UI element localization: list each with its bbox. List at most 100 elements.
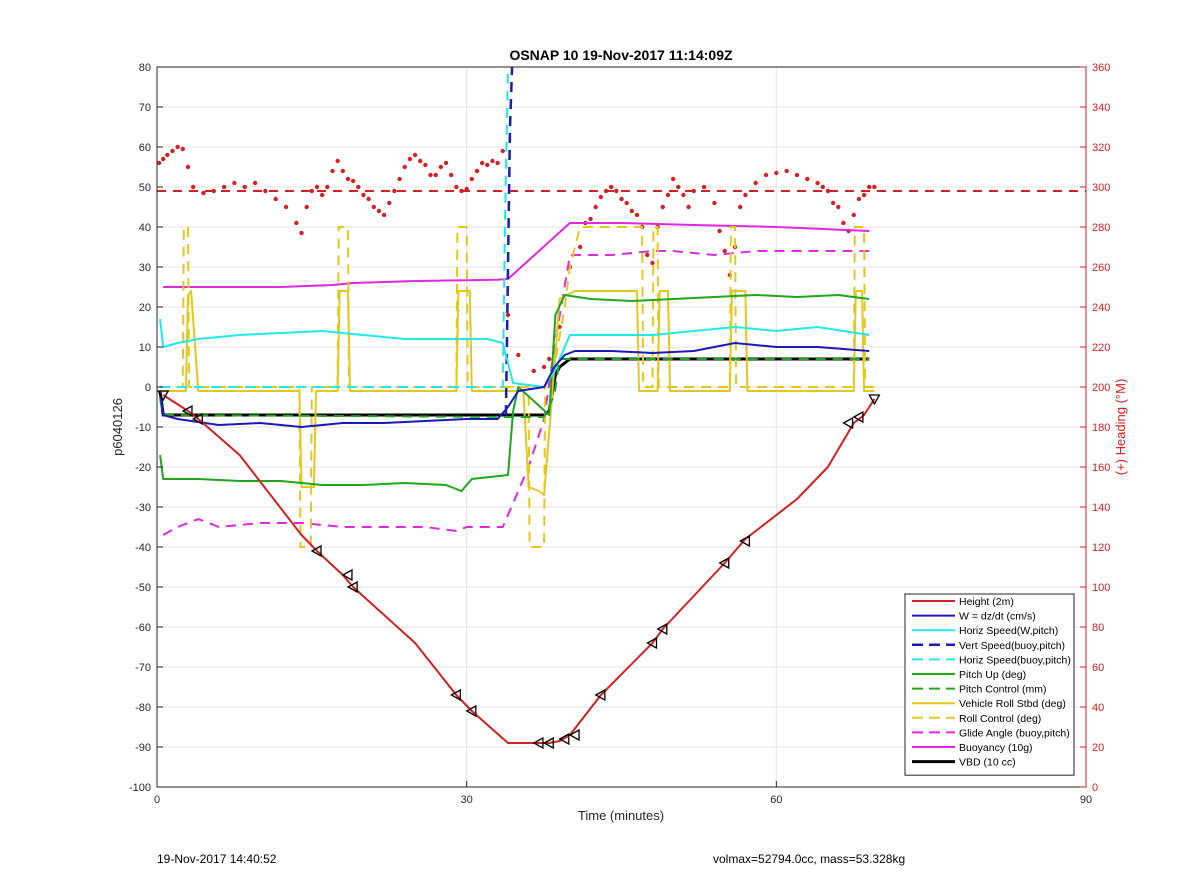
- heading-point: [614, 188, 619, 194]
- y-tick-label: -100: [129, 782, 151, 794]
- heading-point: [428, 172, 433, 178]
- heading-point: [603, 188, 609, 194]
- y-tick-label: 40: [139, 222, 151, 234]
- legend: Height (2m) W = dz/dt (cm/s) Horiz Speed(W…: [904, 593, 1075, 776]
- heading-point: [190, 184, 196, 190]
- heading-point: [294, 220, 299, 226]
- chart-title: OSNAP 10 19-Nov-2017 11:14:09Z: [509, 47, 733, 63]
- heading-point: [185, 164, 191, 170]
- heading-point: [283, 204, 289, 210]
- y2-tick-label: 100: [1092, 582, 1110, 594]
- y2-tick-label: 60: [1092, 662, 1104, 674]
- y2-tick-label: 340: [1092, 102, 1110, 114]
- heading-point: [397, 176, 402, 182]
- y-tick-label: -60: [135, 622, 151, 634]
- series-line: [160, 290, 875, 496]
- heading-point: [433, 172, 438, 178]
- legend-label: Vert Speed(buoy,pitch): [959, 640, 1065, 652]
- heading-point: [443, 160, 449, 166]
- heading-point: [686, 204, 691, 210]
- triangle-marker: [718, 556, 730, 570]
- heading-point: [588, 216, 593, 222]
- triangle-marker: [656, 622, 668, 636]
- y2-tick-label: 260: [1092, 262, 1110, 274]
- heading-point: [547, 356, 552, 362]
- heading-point: [314, 184, 320, 190]
- y2-tick-label: 240: [1092, 302, 1110, 314]
- heading-point: [438, 164, 444, 170]
- heading-point: [861, 192, 867, 198]
- heading-point: [784, 168, 789, 174]
- triangle-marker: [868, 394, 881, 406]
- y-tick-label: 70: [139, 102, 151, 114]
- triangle-marker: [852, 410, 864, 424]
- heading-point: [593, 204, 598, 210]
- heading-point: [479, 160, 485, 166]
- heading-point: [376, 208, 382, 214]
- legend-label: Height (2m): [959, 596, 1014, 608]
- heading-point: [412, 152, 418, 158]
- heading-point: [156, 160, 162, 166]
- heading-point: [872, 184, 877, 190]
- heading-point: [299, 230, 304, 236]
- series-line: [159, 294, 870, 492]
- y-axis-label: p6040126: [110, 398, 125, 456]
- y2-tick-label: 140: [1092, 502, 1110, 514]
- series-line: [162, 394, 876, 744]
- y-tick-label: 50: [139, 182, 151, 194]
- y2-tick-label: 280: [1092, 222, 1110, 234]
- x-axis-label: Time (minutes): [578, 808, 664, 823]
- triangle-marker: [346, 580, 358, 594]
- legend-label: Horiz Speed(W,pitch): [959, 625, 1058, 637]
- heading-point: [650, 260, 655, 266]
- y-tick-label: -90: [135, 742, 151, 754]
- heading-point: [743, 192, 748, 198]
- grid-lines: [156, 66, 1087, 788]
- triangle-marker: [558, 732, 570, 746]
- heading-point: [407, 156, 413, 162]
- heading-point: [676, 184, 681, 190]
- y-tick-label: -10: [135, 422, 151, 434]
- heading-point: [500, 148, 505, 154]
- y-tick-label: 0: [145, 382, 151, 394]
- heading-point: [794, 172, 800, 178]
- heading-point: [459, 188, 464, 194]
- y-tick-label: -50: [135, 582, 151, 594]
- series-line: [504, 66, 514, 416]
- heading-point: [598, 194, 604, 200]
- y2-axis-label: (+) Heading (°M): [1113, 379, 1128, 476]
- legend-label: Horiz Speed(buoy,pitch): [959, 654, 1071, 666]
- heading-point: [454, 184, 459, 190]
- heading-point: [717, 228, 722, 234]
- y-tick-label: -70: [135, 662, 151, 674]
- heading-point: [681, 192, 686, 198]
- heading-point: [830, 200, 836, 206]
- triangle-marker: [310, 544, 322, 558]
- heading-point: [645, 252, 650, 258]
- heading-point: [304, 204, 309, 210]
- y-tick-label: 80: [139, 62, 151, 74]
- heading-point: [825, 188, 831, 194]
- triangle-marker: [341, 568, 353, 582]
- heading-point: [232, 180, 237, 186]
- heading-point: [774, 170, 779, 176]
- heading-point: [319, 192, 325, 198]
- legend-label: VBD (10 cc): [959, 757, 1016, 769]
- triangle-marker: [157, 390, 170, 402]
- heading-point: [701, 184, 707, 190]
- heading-point: [211, 188, 216, 194]
- heading-point: [516, 352, 521, 358]
- legend-label: Vehicle Roll Stbd (deg): [959, 698, 1066, 710]
- x-tick-label: 60: [770, 794, 782, 806]
- series-layer: [156, 66, 1086, 750]
- heading-point: [805, 176, 810, 182]
- heading-point: [763, 172, 769, 178]
- heading-point: [474, 168, 480, 174]
- heading-point: [361, 192, 366, 198]
- x-tick-label: 0: [154, 794, 160, 806]
- legend-label: Buoyancy (10g): [959, 742, 1033, 754]
- heading-point: [371, 204, 376, 210]
- y2-tick-label: 120: [1092, 542, 1110, 554]
- triangle-marker: [450, 688, 461, 702]
